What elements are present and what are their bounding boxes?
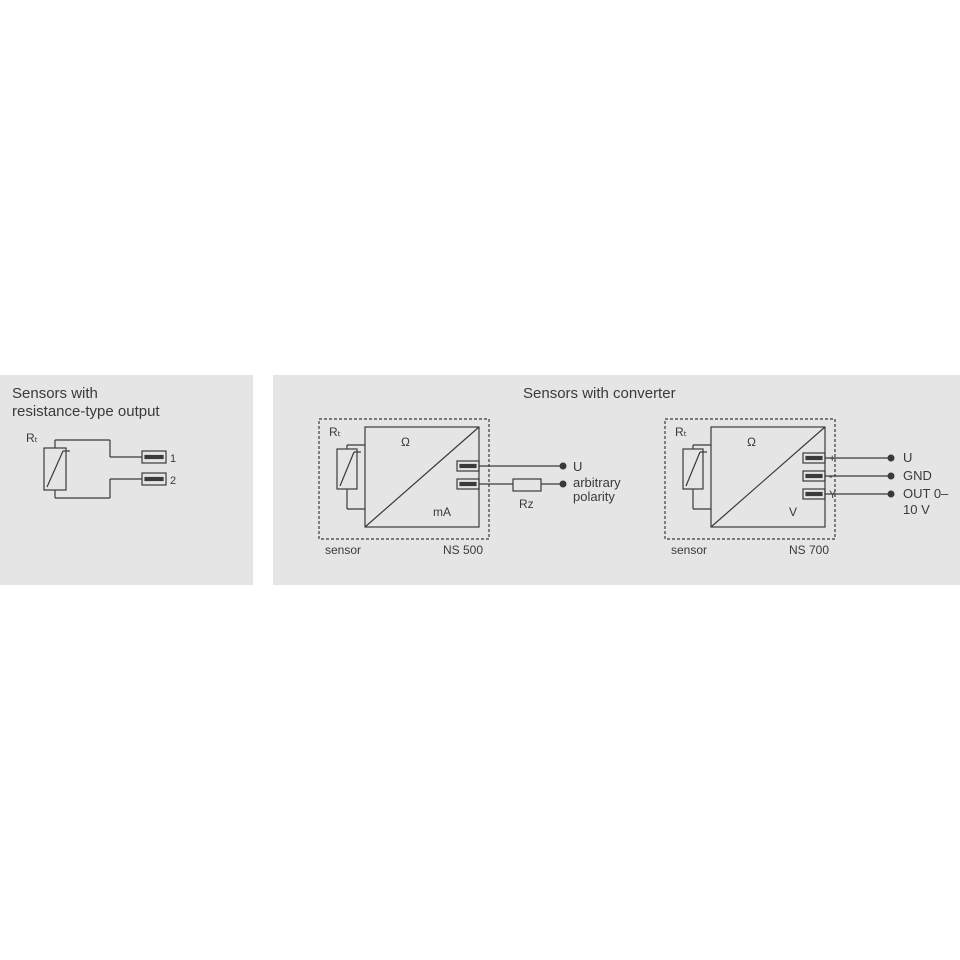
diagram-canvas: Sensors with resistance-type output Sens…	[0, 0, 960, 960]
diagram-svg: 1 2 + - Y	[0, 0, 960, 960]
svg-text:1: 1	[170, 453, 176, 465]
svg-text:Y: Y	[829, 489, 837, 501]
svg-text:2: 2	[170, 475, 176, 487]
svg-text:-: -	[829, 471, 833, 483]
svg-text:+: +	[829, 453, 835, 465]
